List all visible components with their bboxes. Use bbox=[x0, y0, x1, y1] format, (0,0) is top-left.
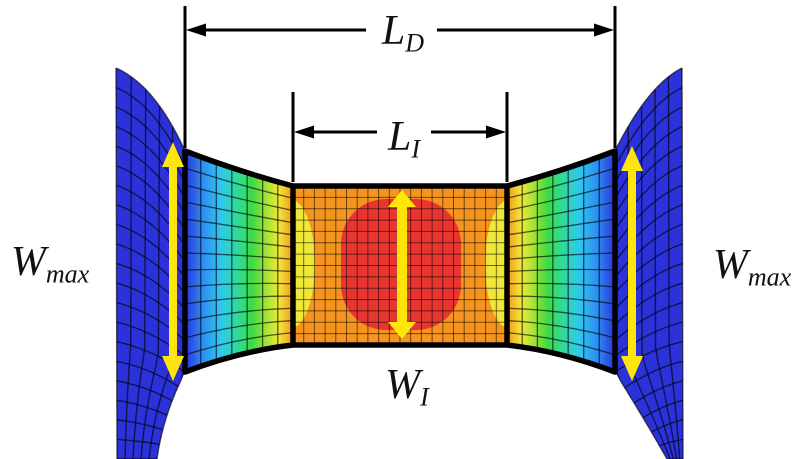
wmax-right-label: Wmax bbox=[712, 242, 792, 292]
wmax-left-label: Wmax bbox=[10, 239, 90, 289]
grip-right-region bbox=[615, 68, 683, 459]
transition-right-region bbox=[507, 151, 615, 372]
ld-label: LD bbox=[381, 8, 425, 58]
dic-region-outline bbox=[182, 148, 618, 375]
li-label: LI bbox=[387, 114, 421, 164]
wmax-left-arrow bbox=[162, 142, 184, 381]
wi-label: WI bbox=[385, 362, 429, 412]
transition-left-region bbox=[185, 151, 293, 372]
mesh-layer-transition-right bbox=[506, 150, 616, 373]
ld-dimension bbox=[183, 6, 617, 148]
li-dimension bbox=[291, 92, 509, 182]
wmax-right-arrow bbox=[621, 146, 643, 381]
wi-arrow bbox=[388, 190, 416, 339]
